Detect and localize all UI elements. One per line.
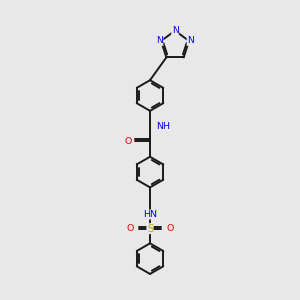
- Text: O: O: [167, 224, 174, 233]
- Text: N: N: [172, 26, 178, 35]
- Text: N: N: [187, 36, 194, 45]
- Text: O: O: [126, 224, 134, 233]
- Text: N: N: [156, 36, 163, 45]
- Text: S: S: [147, 224, 153, 234]
- Text: NH: NH: [157, 122, 170, 130]
- Text: HN: HN: [143, 210, 157, 219]
- Text: O: O: [124, 137, 132, 146]
